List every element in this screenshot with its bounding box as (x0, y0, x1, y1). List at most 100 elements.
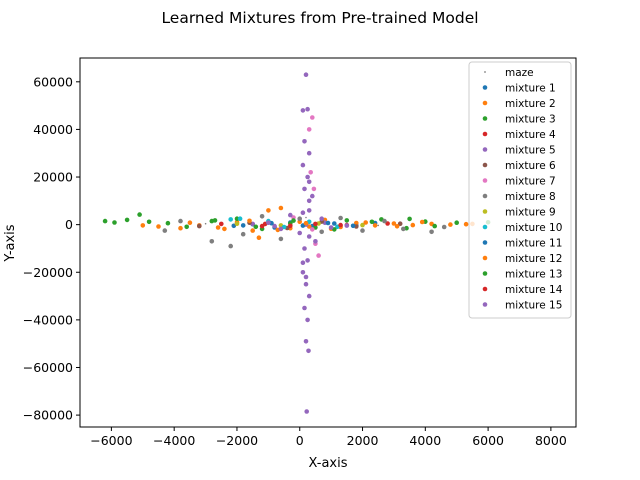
point-series-8-11 (382, 218, 387, 224)
legend-marker-10 (482, 224, 488, 230)
point-series-13-0 (212, 218, 218, 223)
x-tick-label-6: 6000 (472, 433, 504, 448)
x-tick-label-5: 4000 (409, 433, 441, 448)
y-axis-ticks: −80000 −60000 −40000 −20000 0 20000 40000 60000 (23, 74, 80, 423)
legend-label-5: mixture 5 (505, 144, 556, 156)
point-series-5-18 (305, 317, 310, 323)
x-tick-label-4: 2000 (347, 433, 379, 448)
point-series-12-4 (303, 220, 309, 226)
legend-marker-6 (482, 162, 488, 168)
point-series-5-3 (302, 139, 307, 144)
point-series-2-19 (463, 221, 469, 227)
point-series-2-20 (140, 223, 146, 228)
point-series-5-4 (306, 150, 312, 156)
y-tick-label-0: −80000 (23, 408, 73, 423)
point-series-2-18 (448, 222, 453, 227)
point-series-5-16 (306, 293, 312, 299)
point-series-8-14 (441, 224, 447, 230)
point-series-13-6 (432, 223, 438, 229)
point-series-0-0 (204, 222, 207, 225)
point-series-2-0 (156, 224, 161, 229)
x-axis-ticks: −6000 −4000 −2000 0 2000 4000 6000 8000 (90, 427, 567, 448)
point-series-5-11 (306, 234, 312, 239)
legend-label-12: mixture 12 (505, 253, 562, 265)
point-series-13-1 (253, 224, 259, 230)
x-tick-label-3: 0 (296, 433, 304, 448)
y-tick-label-2: −40000 (23, 312, 73, 327)
point-series-5-9 (300, 210, 306, 215)
point-series-2-3 (215, 225, 221, 230)
point-series-5-15 (303, 281, 309, 287)
point-series-8-12 (401, 226, 406, 232)
point-series-5-8 (306, 198, 312, 204)
point-series-5-19 (303, 339, 309, 344)
point-series-8-4 (240, 231, 246, 237)
point-series-9-3 (360, 222, 365, 228)
x-axis-label: X-axis (309, 456, 348, 471)
legend-marker-0 (484, 71, 486, 73)
legend-marker-1 (482, 85, 488, 90)
point-series-8-2 (209, 239, 215, 244)
point-series-8-7 (297, 216, 303, 221)
point-series-2-13 (354, 220, 359, 226)
legend: maze mixture 1 mixture 2 mixture 3 mixture 4… (468, 61, 572, 319)
legend-label-4: mixture 4 (505, 129, 556, 141)
legend-label-7: mixture 7 (505, 175, 556, 187)
point-series-15-10 (310, 193, 315, 199)
legend-marker-13 (482, 271, 488, 276)
y-tick-label-3: −20000 (23, 265, 73, 280)
point-series-9-0 (234, 221, 240, 226)
point-series-11-3 (325, 220, 331, 226)
point-series-5-25 (344, 223, 350, 228)
point-series-3-2 (124, 217, 130, 223)
point-series-5-21 (304, 409, 310, 414)
point-series-8-5 (259, 214, 265, 219)
legend-marker-2 (482, 100, 488, 106)
legend-label-13: mixture 13 (505, 268, 562, 280)
point-series-3-3 (137, 212, 142, 217)
legend-marker-14 (482, 286, 488, 292)
legend-label-14: mixture 14 (505, 284, 563, 296)
point-series-13-2 (291, 218, 296, 223)
point-series-8-13 (429, 229, 434, 235)
point-series-2-1 (178, 225, 183, 231)
point-series-15-11 (300, 260, 306, 266)
point-series-3-6 (184, 224, 189, 230)
legend-marker-15 (482, 302, 488, 307)
point-series-15-3 (297, 230, 303, 236)
point-series-7-0 (306, 127, 312, 132)
point-series-10-1 (237, 216, 243, 221)
point-series-8-0 (162, 228, 168, 233)
legend-label-2: mixture 2 (505, 98, 556, 110)
y-tick-label-4: 0 (65, 217, 73, 232)
point-series-13-4 (369, 219, 375, 225)
point-series-5-12 (302, 246, 307, 251)
point-series-5-17 (302, 305, 307, 311)
point-series-5-2 (305, 106, 310, 112)
point-series-15-1 (278, 226, 284, 232)
point-series-7-6 (310, 227, 315, 232)
point-series-12-6 (363, 220, 369, 225)
point-series-14-2 (313, 221, 318, 227)
point-series-3-12 (344, 218, 350, 223)
y-tick-label-6: 40000 (33, 122, 73, 137)
point-series-8-8 (319, 229, 325, 235)
legend-marker-5 (482, 147, 488, 152)
point-series-5-14 (300, 270, 306, 275)
x-tick-label-2: −2000 (216, 433, 258, 448)
point-series-7-2 (308, 170, 314, 175)
point-series-2-14 (372, 223, 378, 228)
legend-label-9: mixture 9 (505, 206, 556, 218)
legend-marker-3 (482, 116, 488, 121)
point-series-1-4 (332, 221, 337, 226)
point-series-0-3 (377, 224, 380, 227)
point-series-5-0 (303, 72, 309, 77)
legend-marker-12 (482, 255, 488, 261)
point-series-8-3 (228, 243, 233, 249)
point-series-2-15 (391, 221, 397, 226)
point-series-3-0 (102, 218, 108, 224)
x-tick-label-1: −4000 (153, 433, 195, 448)
point-series-5-23 (272, 223, 277, 229)
point-series-15-0 (266, 220, 271, 225)
